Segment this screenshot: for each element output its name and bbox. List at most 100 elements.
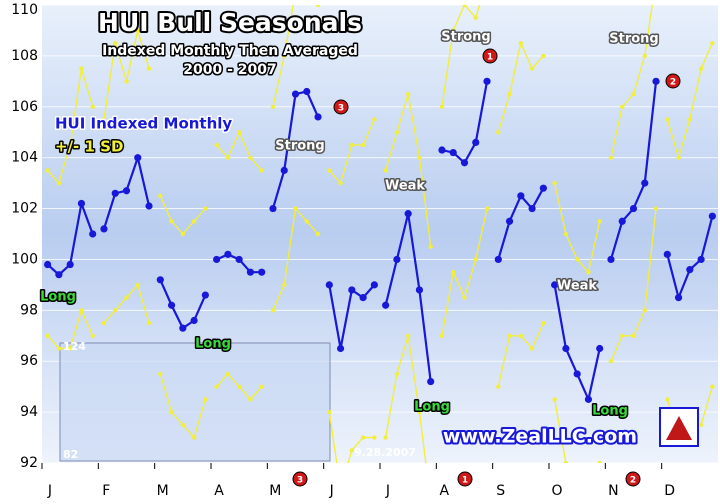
data-point xyxy=(451,28,456,33)
y-tick-label: 94 xyxy=(20,404,38,420)
data-point xyxy=(180,422,186,428)
data-point xyxy=(124,79,129,84)
data-point xyxy=(55,271,63,279)
data-point xyxy=(236,130,242,135)
data-point xyxy=(393,255,401,264)
data-point xyxy=(122,187,131,195)
data-point xyxy=(179,324,187,332)
data-point xyxy=(134,154,142,162)
data-point xyxy=(190,316,198,325)
x-tick-label: O xyxy=(551,483,562,499)
data-point xyxy=(698,66,704,71)
data-point xyxy=(507,333,512,338)
data-point xyxy=(56,180,62,186)
data-point xyxy=(505,217,514,225)
data-point xyxy=(66,260,74,269)
data-point xyxy=(291,90,300,98)
data-point xyxy=(404,210,412,218)
marker-circle xyxy=(292,471,308,487)
y-tick-label: 106 xyxy=(11,99,38,115)
data-point xyxy=(698,422,704,428)
data-point xyxy=(90,333,95,338)
data-point xyxy=(472,138,480,146)
data-point xyxy=(574,257,580,262)
chart-title: HUI Bull Seasonals xyxy=(98,8,362,37)
inset-box xyxy=(59,342,331,462)
data-point xyxy=(56,346,62,351)
annotation: Long xyxy=(414,400,450,415)
data-point xyxy=(113,308,118,313)
data-point xyxy=(169,409,174,415)
data-point xyxy=(652,77,660,85)
data-point xyxy=(270,104,276,109)
data-point xyxy=(417,409,422,415)
data-point xyxy=(203,206,208,211)
y-tick-label: 102 xyxy=(11,201,38,217)
data-point xyxy=(360,435,366,440)
data-point xyxy=(462,295,467,300)
data-point xyxy=(315,231,321,237)
data-point xyxy=(708,212,716,220)
data-point xyxy=(45,168,50,173)
data-point xyxy=(79,308,84,313)
data-point xyxy=(573,370,581,378)
data-point xyxy=(293,206,298,211)
legend-note: +/- 1 SD xyxy=(55,138,123,156)
x-tick-label: N xyxy=(608,483,618,499)
data-point xyxy=(517,192,525,200)
inset-label: 124 xyxy=(63,340,86,353)
data-point xyxy=(427,377,435,386)
data-point xyxy=(584,395,593,403)
data-point xyxy=(191,219,197,224)
date: 9.28.2007 xyxy=(354,446,416,459)
data-point xyxy=(653,206,659,211)
data-point xyxy=(473,15,478,20)
data-point xyxy=(382,301,390,309)
y-tick-label: 110 xyxy=(11,2,38,18)
data-point xyxy=(248,397,253,402)
x-tick-label: D xyxy=(664,483,675,499)
data-point xyxy=(113,40,118,46)
data-point xyxy=(429,499,433,503)
data-point xyxy=(327,168,332,173)
x-tick-label: M xyxy=(269,483,281,499)
data-point xyxy=(518,40,524,46)
marker-number: 2 xyxy=(670,78,676,88)
data-point xyxy=(449,148,457,157)
data-point xyxy=(203,397,208,402)
data-point xyxy=(710,384,715,389)
data-point xyxy=(225,371,231,377)
data-point xyxy=(676,155,681,160)
data-point xyxy=(620,333,625,338)
data-point xyxy=(44,260,52,269)
data-point xyxy=(360,142,366,148)
source: www.ZealLLC.com xyxy=(443,426,637,448)
data-point xyxy=(528,204,536,213)
data-point xyxy=(225,155,231,160)
data-point xyxy=(597,219,602,224)
data-point xyxy=(336,344,345,353)
data-point xyxy=(338,486,342,490)
data-point xyxy=(697,255,705,264)
data-point xyxy=(663,250,671,258)
data-point xyxy=(214,142,219,148)
data-point xyxy=(224,250,232,258)
data-point xyxy=(541,53,546,59)
data-point xyxy=(428,244,433,249)
data-point xyxy=(483,77,491,85)
x-tick-label: J xyxy=(385,483,390,499)
data-point xyxy=(496,384,501,389)
data-point xyxy=(494,255,502,264)
data-point xyxy=(280,166,288,174)
x-tick-label: J xyxy=(47,483,52,499)
data-point xyxy=(518,333,524,338)
data-point xyxy=(529,346,535,351)
data-point xyxy=(383,168,388,173)
marker-circle xyxy=(625,471,641,487)
annotation: Long xyxy=(195,337,231,352)
data-point xyxy=(158,371,163,377)
data-point xyxy=(710,40,715,46)
marker-number: 3 xyxy=(297,476,303,486)
x-tick-label: A xyxy=(440,483,450,499)
data-point xyxy=(158,193,163,199)
